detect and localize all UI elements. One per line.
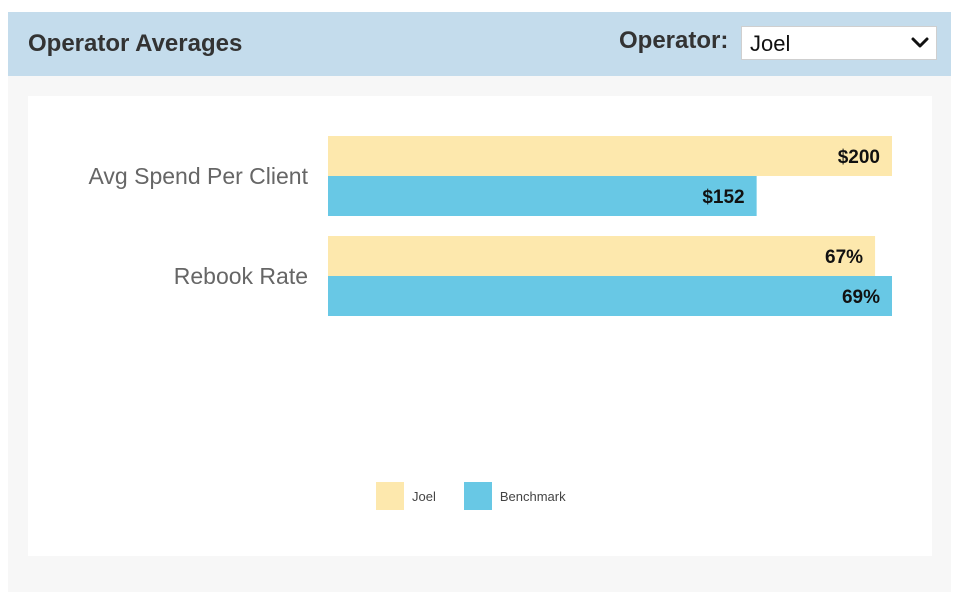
bar-joel: [328, 236, 876, 276]
chart-legend: Joel Benchmark: [376, 482, 594, 510]
bar-chart: Avg Spend Per Client $200 $152 Rebook Rate 6…: [89, 136, 892, 316]
bar-benchmark: [328, 276, 892, 316]
bar-joel: [328, 136, 892, 176]
bar-value-label: $152: [702, 187, 744, 208]
legend-swatch-benchmark: [463, 482, 492, 510]
operator-label: Operator:: [619, 27, 729, 54]
page-title: Operator Averages: [28, 30, 243, 57]
legend-label-joel: Joel: [412, 488, 436, 504]
category-label: Avg Spend Per Client: [89, 163, 309, 189]
bar-benchmark: [328, 176, 757, 216]
chart-card: Avg Spend Per Client $200 $152 Rebook Rate 6…: [28, 96, 932, 556]
legend-label-benchmark: Benchmark: [499, 488, 566, 504]
legend-item-benchmark: Benchmark: [463, 482, 566, 510]
legend-item-joel: Joel: [376, 482, 436, 510]
category-label: Rebook Rate: [174, 263, 308, 289]
bar-value-label: 67%: [825, 247, 863, 268]
panel-header: Operator Averages Operator: Joel: [8, 12, 951, 76]
operator-select[interactable]: Joel: [741, 26, 937, 60]
operator-averages-panel: Operator Averages Operator: Joel Avg Spe…: [8, 12, 951, 592]
chevron-down-icon: [911, 37, 929, 48]
bar-value-label: $200: [838, 147, 880, 168]
bar-value-label: 69%: [842, 287, 880, 308]
operator-select-value: Joel: [750, 31, 791, 56]
legend-swatch-joel: [376, 482, 404, 510]
